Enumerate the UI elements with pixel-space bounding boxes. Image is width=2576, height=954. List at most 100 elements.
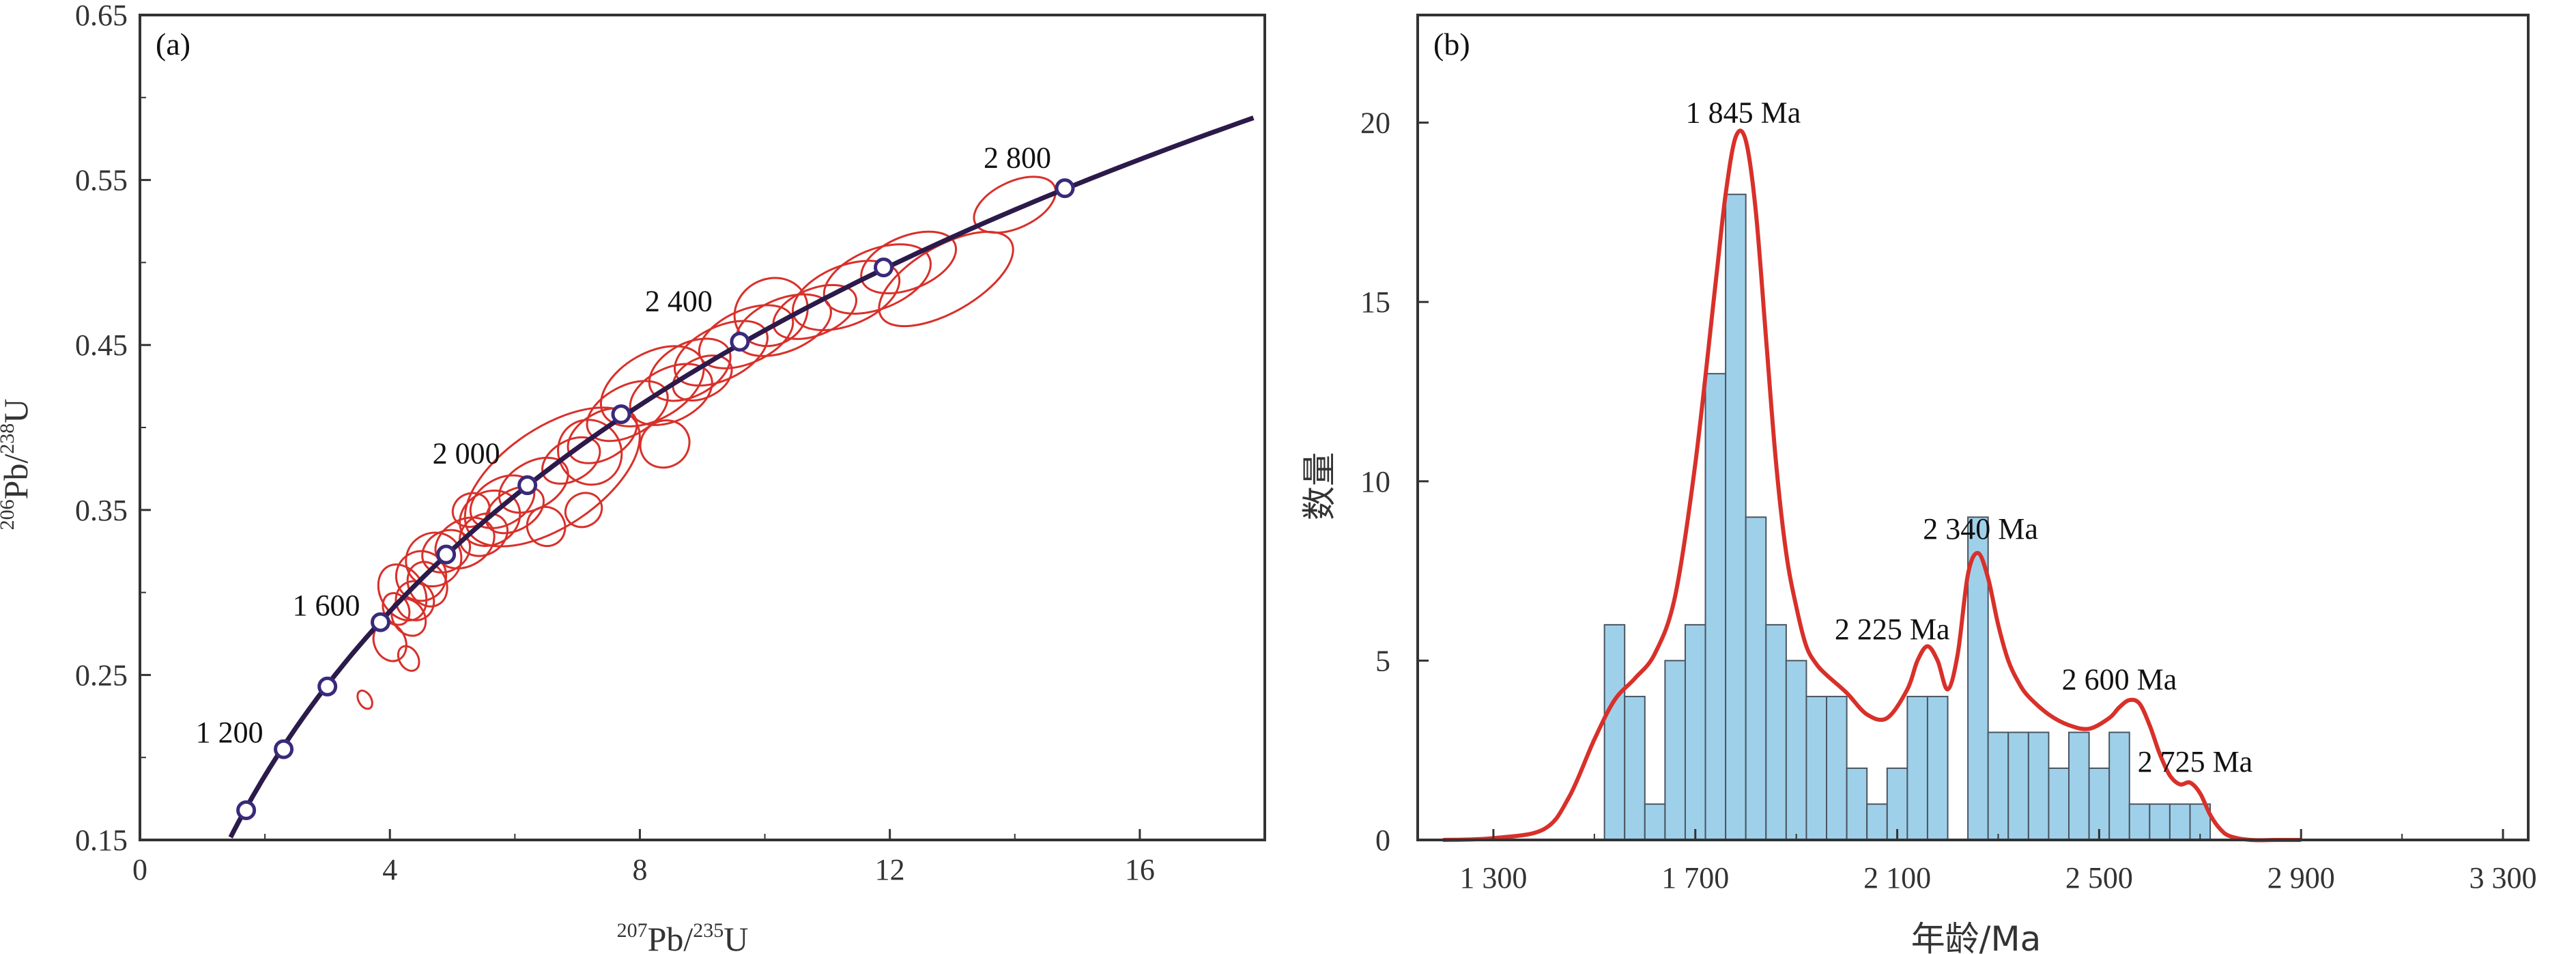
b-x-tick-label-3: 2 500 <box>2065 861 2133 895</box>
histogram-bar-26 <box>2149 803 2171 841</box>
analysis-ellipse-29 <box>973 176 1057 234</box>
b-y-tick-label-0: 0 <box>1375 824 1390 857</box>
b-x-tick-label-4: 2 900 <box>2267 861 2335 895</box>
histogram-bar-27 <box>2169 803 2191 841</box>
x-label-u: U <box>724 920 748 954</box>
analysis-ellipse-38 <box>526 505 567 548</box>
age-marker-4 <box>436 544 457 565</box>
analysis-ellipse-34 <box>557 419 623 486</box>
panel-b-x-axis-label: 年龄/Ma <box>1911 919 2042 954</box>
analysis-ellipse-19 <box>629 363 713 426</box>
y-label-sup-238: 238 <box>0 423 18 454</box>
peak-age-annotations: 1 845 Ma 2 225 Ma 2 340 Ma 2 600 Ma 2 725 Ma <box>1686 96 2253 779</box>
histogram-bar-2 <box>1644 803 1666 841</box>
age-marker-5 <box>517 475 538 496</box>
age-label-9: 2 800 <box>984 141 1051 175</box>
analysis-ellipse-15 <box>541 436 601 485</box>
x-tick-label-3: 12 <box>875 853 905 886</box>
age-marker-1 <box>274 739 294 759</box>
x-tick-label-2: 8 <box>632 853 647 886</box>
histogram-panel: 1 300 1 700 2 100 2 500 2 900 3 300 0 5 10 15 20 1… <box>1300 14 2537 954</box>
age-label-5: 2 000 <box>433 437 500 471</box>
age-label-3: 1 600 <box>292 589 360 622</box>
x-label-sup-235: 235 <box>693 919 724 942</box>
analysis-ellipse-6 <box>406 561 448 608</box>
age-marker-6 <box>611 404 631 425</box>
histogram-bar-19 <box>2007 731 2029 841</box>
panel-a-x-axis-label: 207Pb/235U <box>617 919 749 954</box>
peak-annotation-0: 1 845 Ma <box>1686 96 1801 130</box>
panel-a-ticks: 0 4 8 12 16 0.15 0.25 0.35 0.45 0.55 0.65 <box>75 0 1155 886</box>
b-y-tick-label-4: 20 <box>1360 107 1390 140</box>
y-label-pb: Pb/ <box>0 454 35 500</box>
histogram-bar-23 <box>2088 767 2110 841</box>
y-tick-label-5: 0.65 <box>75 0 128 32</box>
age-marker-7 <box>730 331 750 352</box>
histogram-bar-13 <box>1866 803 1888 841</box>
histogram-bar-5 <box>1704 373 1727 841</box>
x-tick-label-1: 4 <box>382 853 397 886</box>
y-label-sup-206: 206 <box>0 499 18 530</box>
peak-annotation-2: 2 340 Ma <box>1923 512 2038 546</box>
y-tick-label-1: 0.25 <box>75 658 128 692</box>
analysis-ellipse-33 <box>564 492 603 529</box>
histogram-bar-9 <box>1785 660 1807 841</box>
age-label-1: 1 200 <box>196 716 263 749</box>
analysis-ellipse-37 <box>733 277 809 348</box>
concordia-panel: 1 200 1 600 2 000 2 400 2 800 0 4 8 12 16 0.15 0.2… <box>0 0 1266 954</box>
histogram-bar-7 <box>1745 516 1767 841</box>
histogram-bar-24 <box>2108 731 2130 841</box>
analysis-ellipse-28 <box>878 231 1014 328</box>
histogram-bar-0 <box>1603 623 1626 841</box>
peak-annotation-4: 2 725 Ma <box>2138 745 2253 778</box>
panel-b-y-axis-label: 数量 <box>1300 452 1339 520</box>
age-marker-9 <box>1055 178 1075 199</box>
b-y-tick-label-2: 10 <box>1360 465 1390 499</box>
peak-annotation-3: 2 600 Ma <box>2062 662 2177 696</box>
age-label-7: 2 400 <box>645 284 713 318</box>
age-marker-8 <box>874 257 894 278</box>
histogram-bar-20 <box>2027 731 2050 841</box>
age-marker-0 <box>236 800 257 821</box>
histogram-bar-10 <box>1805 695 1828 841</box>
x-tick-label-4: 16 <box>1125 853 1155 886</box>
histogram-bar-25 <box>2128 803 2151 841</box>
histogram-bar-6 <box>1725 193 1747 841</box>
histogram-bar-4 <box>1684 623 1706 841</box>
y-tick-label-0: 0.15 <box>75 824 128 857</box>
histogram-bar-15 <box>1906 695 1928 841</box>
histogram-bar-16 <box>1926 695 1949 841</box>
age-marker-2 <box>317 676 338 697</box>
y-tick-label-4: 0.55 <box>75 164 128 197</box>
x-label-sup-207: 207 <box>617 919 648 942</box>
b-y-tick-label-3: 15 <box>1360 285 1390 319</box>
panel-b-ticks: 1 300 1 700 2 100 2 500 2 900 3 300 0 5 10 15 20 <box>1360 107 2537 895</box>
age-marker-3 <box>370 612 390 632</box>
analysis-ellipse-12 <box>485 486 545 535</box>
histogram-bar-12 <box>1846 767 1868 841</box>
b-x-tick-label-0: 1 300 <box>1459 861 1527 895</box>
analysis-ellipse-39 <box>672 354 733 402</box>
concordia-age-labels: 1 200 1 600 2 000 2 400 2 800 <box>196 141 1051 749</box>
histogram-bar-1 <box>1624 695 1646 841</box>
b-x-tick-label-2: 2 100 <box>1863 861 1931 895</box>
histogram-bar-18 <box>1987 731 2009 841</box>
y-label-u: U <box>0 399 35 423</box>
histogram-bar-3 <box>1664 660 1686 841</box>
concordia-age-markers <box>236 178 1075 821</box>
histogram-bar-22 <box>2068 731 2090 841</box>
peak-annotation-1: 2 225 Ma <box>1835 613 1950 646</box>
histogram-bar-8 <box>1765 623 1787 841</box>
histogram-bar-21 <box>2048 767 2070 841</box>
panel-a-label: (a) <box>156 27 190 61</box>
analysis-ellipse-35 <box>639 419 691 469</box>
x-label-pb: Pb/ <box>648 920 693 954</box>
analysis-ellipse-24 <box>772 283 858 340</box>
panel-b-label: (b) <box>1433 27 1470 61</box>
panel-b-frame <box>1416 14 2530 841</box>
b-x-tick-label-1: 1 700 <box>1661 861 1729 895</box>
b-y-tick-label-1: 5 <box>1375 644 1390 677</box>
histogram-bar-11 <box>1826 695 1848 841</box>
analysis-ellipse-10 <box>459 512 509 557</box>
